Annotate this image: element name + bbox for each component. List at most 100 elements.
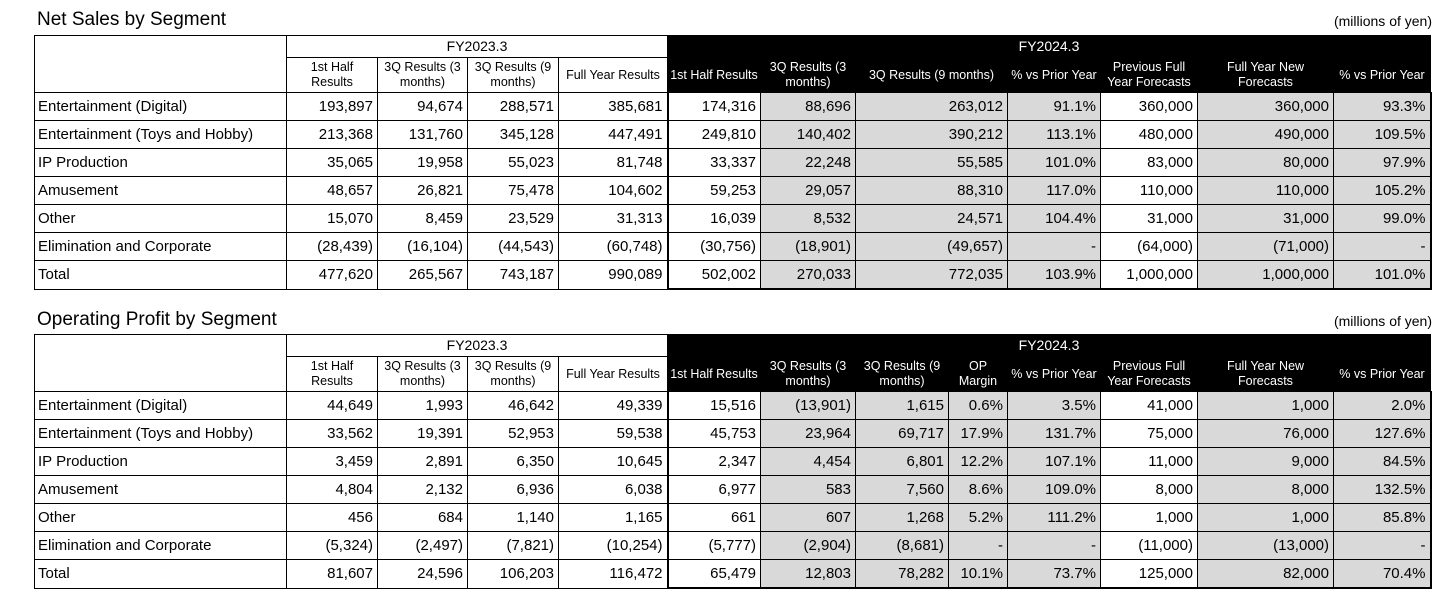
col-header: 3Q Results (3 months): [760, 57, 856, 93]
table-cell: 480,000: [1100, 120, 1198, 149]
row-label: IP Production: [34, 447, 287, 476]
table-cell: 22,248: [760, 148, 856, 177]
table-cell: 76,000: [1197, 419, 1334, 448]
table-cell: 26,821: [377, 176, 468, 205]
table-cell: 45,753: [666, 419, 761, 448]
table-cell: 607: [760, 503, 856, 532]
table-cell: 213,368: [286, 120, 378, 149]
table-row: Elimination and Corporate (5,324) (2,497)(…: [34, 531, 1432, 560]
table-cell: 345,128: [467, 120, 559, 149]
table-cell: 80,000: [1197, 148, 1334, 177]
table-cell: 1,993: [377, 391, 468, 420]
table-cell: 3,459: [286, 447, 378, 476]
table-cell: 6,038: [558, 475, 668, 504]
table-cell: 360,000: [1100, 92, 1198, 121]
table-cell: (13,000): [1197, 531, 1334, 560]
table-cell: 2.0%: [1333, 391, 1432, 420]
table-cell: 5.2%: [948, 503, 1008, 532]
net-sales-unit-label: (millions of yen): [1333, 13, 1432, 29]
table-cell: 6,977: [666, 475, 761, 504]
row-label: Elimination and Corporate: [34, 531, 287, 560]
table-cell: -: [1333, 232, 1432, 261]
col-header: 1st Half Results: [286, 356, 378, 392]
col-header: 3Q Results (3 months): [377, 356, 468, 392]
table-cell: 101.0%: [1007, 148, 1101, 177]
table-cell: 31,000: [1197, 204, 1334, 233]
table-cell: (2,904): [760, 531, 856, 560]
table-cell: 265,567: [377, 260, 468, 290]
table-cell: 12,803: [760, 559, 856, 589]
table-cell: 55,585: [855, 148, 1008, 177]
table-cell: 684: [377, 503, 468, 532]
col-header: % vs Prior Year: [1333, 57, 1431, 93]
row-label: Total: [34, 260, 287, 290]
table-cell: 131,760: [377, 120, 468, 149]
table-cell: 107.1%: [1007, 447, 1101, 476]
fy-header-row: FY2023.3 FY2024.3: [34, 334, 1431, 392]
table-cell: 110,000: [1100, 176, 1198, 205]
table-cell: 2,132: [377, 475, 468, 504]
table-cell: (7,821): [467, 531, 559, 560]
col-header: % vs Prior Year: [1333, 356, 1431, 392]
table-cell: (44,543): [467, 232, 559, 261]
table-cell: (71,000): [1197, 232, 1334, 261]
table-cell: 263,012: [855, 92, 1008, 121]
table-cell: 3.5%: [1007, 391, 1101, 420]
col-header: 3Q Results (9 months): [467, 57, 559, 93]
table-cell: 93.3%: [1333, 92, 1432, 121]
table-cell: 29,057: [760, 176, 856, 205]
table-cell: -: [948, 531, 1008, 560]
table-cell: 103.9%: [1007, 260, 1101, 290]
table-cell: 1,000: [1100, 503, 1198, 532]
table-cell: 78,282: [855, 559, 949, 589]
table-row: Amusement 48,657 26,821 75,478 104,602 59,253…: [34, 176, 1432, 205]
table-cell: 2,347: [666, 447, 761, 476]
table-cell: 97.9%: [1333, 148, 1432, 177]
table-cell: (18,901): [760, 232, 856, 261]
col-header: 1st Half Results: [667, 356, 761, 392]
table-cell: 88,696: [760, 92, 856, 121]
table-cell: (49,657): [855, 232, 1008, 261]
table-cell: 1,615: [855, 391, 949, 420]
row-label: Entertainment (Toys and Hobby): [34, 419, 287, 448]
table-cell: (60,748): [558, 232, 668, 261]
table-cell: 743,187: [467, 260, 559, 290]
table-cell: 99.0%: [1333, 204, 1432, 233]
table-cell: 127.6%: [1333, 419, 1432, 448]
table-cell: 105.2%: [1333, 176, 1432, 205]
table-cell: 110,000: [1197, 176, 1334, 205]
table-row: Entertainment (Toys and Hobby) 213,368 131…: [34, 120, 1432, 149]
table-cell: 4,454: [760, 447, 856, 476]
table-cell: 2,891: [377, 447, 468, 476]
table-cell: 385,681: [558, 92, 668, 121]
table-cell: 1,140: [467, 503, 559, 532]
table-cell: (64,000): [1100, 232, 1198, 261]
col-header: % vs Prior Year: [1007, 57, 1101, 93]
table-cell: 1,000,000: [1197, 260, 1334, 290]
table-cell: 81,748: [558, 148, 668, 177]
col-header: Previous Full Year Forecasts: [1100, 356, 1198, 392]
table-cell: 1,000,000: [1100, 260, 1198, 290]
table-cell: 33,337: [666, 148, 761, 177]
table-cell: 16,039: [666, 204, 761, 233]
table-cell: 125,000: [1100, 559, 1198, 589]
col-header: % vs Prior Year: [1007, 356, 1101, 392]
table-cell: 69,717: [855, 419, 949, 448]
table-cell: 91.1%: [1007, 92, 1101, 121]
table-row: Other 15,070 8,459 23,529 31,313 16,039 8,532 2…: [34, 204, 1432, 233]
table-cell: 17.9%: [948, 419, 1008, 448]
table-cell: 83,000: [1100, 148, 1198, 177]
table-row: Entertainment (Digital) 193,897 94,674 288,…: [34, 92, 1432, 121]
table-cell: 44,649: [286, 391, 378, 420]
table-cell: 661: [666, 503, 761, 532]
table-cell: -: [1007, 531, 1101, 560]
table-cell: 23,529: [467, 204, 559, 233]
col-header: 3Q Results (9 months): [855, 356, 949, 392]
fy-curr-header: FY2024.3: [667, 35, 1431, 58]
col-header: 3Q Results (9 months): [855, 57, 1008, 93]
table-cell: 8.6%: [948, 475, 1008, 504]
table-cell: -: [1007, 232, 1101, 261]
table-row: Entertainment (Digital) 44,649 1,993 46,642…: [34, 391, 1432, 420]
table-cell: 41,000: [1100, 391, 1198, 420]
col-header: 3Q Results (9 months): [467, 356, 559, 392]
